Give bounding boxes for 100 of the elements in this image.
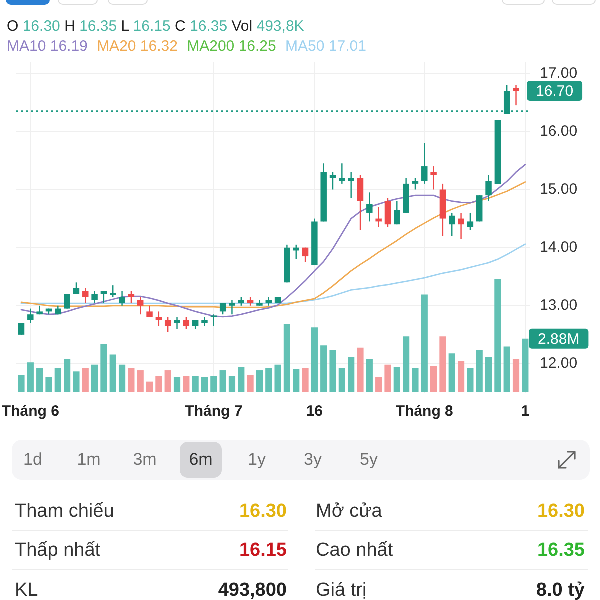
category-label: Mở cửa xyxy=(316,500,382,522)
candlestick xyxy=(366,192,373,222)
bar xyxy=(366,359,373,392)
category-label: 1m xyxy=(76,449,102,471)
bar xyxy=(320,346,328,392)
candlestick xyxy=(174,316,180,330)
category-label: 3m xyxy=(132,449,158,471)
candlestick xyxy=(330,172,336,190)
candlestick xyxy=(229,299,236,316)
candlestick xyxy=(119,290,126,306)
candlestick xyxy=(467,212,474,232)
bar xyxy=(128,368,135,392)
candlestick xyxy=(302,247,309,263)
candlestick xyxy=(430,166,437,190)
bar xyxy=(18,375,25,392)
y-tick-label: 16.00 xyxy=(540,122,578,140)
bar xyxy=(421,294,428,392)
bar xyxy=(311,328,318,392)
category-label: Giá trị xyxy=(316,580,367,600)
bar xyxy=(384,364,392,392)
text: 16.15 xyxy=(239,540,287,560)
bar xyxy=(348,356,355,392)
bar xyxy=(46,377,52,392)
category-label: Tham chiếu xyxy=(15,500,114,522)
bar xyxy=(27,362,34,392)
bar xyxy=(156,376,162,392)
chart-title: O 16.30 H 16.35 L 16.15 C 16.35 Vol 493,8K xyxy=(7,18,304,35)
bar xyxy=(91,364,98,392)
bar xyxy=(458,361,465,392)
bar xyxy=(137,370,144,392)
category-label: 3y xyxy=(303,449,323,471)
candlestick xyxy=(183,316,190,330)
bar xyxy=(274,364,282,392)
bar xyxy=(403,336,410,392)
bar xyxy=(522,338,529,392)
bar xyxy=(192,376,199,392)
text: 493,800 xyxy=(218,580,287,600)
y-tick-label: 15.00 xyxy=(540,180,578,198)
candlestick xyxy=(376,206,382,228)
bar xyxy=(293,369,300,392)
text: 16.30 xyxy=(239,500,287,522)
bar xyxy=(338,368,346,392)
bar xyxy=(118,364,126,392)
text: MA20 16.32 xyxy=(97,38,178,55)
bar xyxy=(467,368,474,392)
candlestick xyxy=(293,244,300,260)
bar xyxy=(256,370,264,392)
bar xyxy=(376,377,382,392)
y-tick-label: 13.00 xyxy=(540,297,578,314)
bar xyxy=(494,278,502,392)
candlestick xyxy=(73,282,80,295)
bar xyxy=(164,370,172,392)
bar xyxy=(183,376,190,392)
category-label: Thấp nhất xyxy=(15,540,101,562)
y-tick-label: 17.00 xyxy=(540,64,578,82)
candlestick xyxy=(422,142,428,185)
candlestick xyxy=(486,174,492,202)
bar xyxy=(330,350,336,392)
x-tick-label: Tháng 7 xyxy=(185,403,243,420)
bar xyxy=(36,368,44,392)
candlestick xyxy=(513,84,520,106)
bar xyxy=(512,359,520,392)
bar xyxy=(174,377,181,392)
bar xyxy=(440,336,446,392)
category-label: KL xyxy=(15,580,38,600)
bar xyxy=(357,348,364,392)
bar xyxy=(448,354,456,392)
y-tick-label: 14.00 xyxy=(540,238,578,256)
candlestick xyxy=(92,290,98,304)
category-label: 1d xyxy=(22,449,44,471)
bar xyxy=(430,366,438,392)
bar xyxy=(146,382,154,392)
text: 16.35 xyxy=(537,540,585,560)
bar xyxy=(284,324,290,392)
text: 16.70 xyxy=(536,83,574,100)
candlestick xyxy=(384,198,392,228)
y-tick-label: 12.00 xyxy=(540,355,578,372)
candlestick xyxy=(412,178,419,190)
candlestick xyxy=(348,172,354,200)
text: 2.88M xyxy=(538,331,580,348)
text: 8.0 tỷ xyxy=(536,580,585,600)
bar xyxy=(73,372,80,392)
candlestick xyxy=(137,296,144,316)
x-tick-label: 16 xyxy=(306,403,324,420)
x-tick-label: 1 xyxy=(521,403,530,420)
category-label: 5y xyxy=(359,449,379,471)
candlestick xyxy=(110,284,116,298)
candlestick xyxy=(339,163,346,185)
text: 16.30 xyxy=(537,500,585,522)
category-label: 1y xyxy=(247,449,267,471)
bar xyxy=(110,354,116,392)
bar xyxy=(220,370,226,392)
candlestick xyxy=(449,212,456,237)
candlestick xyxy=(64,294,70,310)
bar xyxy=(302,368,309,392)
candlestick xyxy=(164,316,172,333)
bar xyxy=(412,368,419,392)
x-tick-label: Tháng 6 xyxy=(2,403,60,420)
category-label: 6m xyxy=(180,442,222,478)
bar xyxy=(238,367,245,392)
